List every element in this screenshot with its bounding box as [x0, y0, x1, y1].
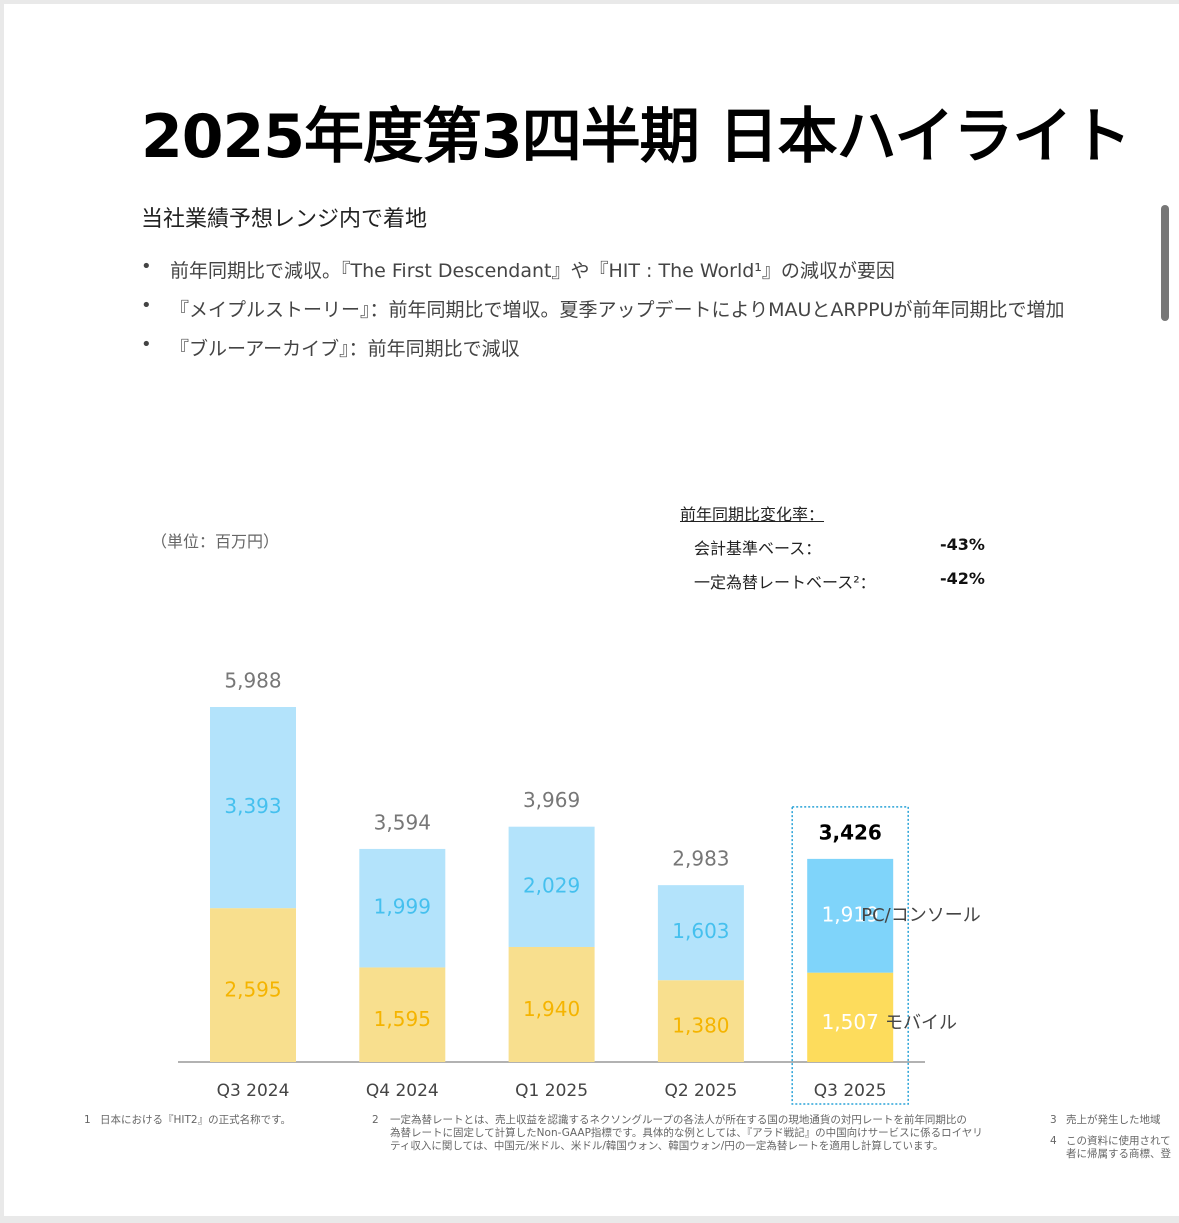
segment-label: 1,507 [822, 1010, 879, 1034]
segment-label: 1,999 [374, 895, 431, 919]
bar-segment [657, 980, 744, 1062]
yoy-label: 一定為替レートベース²： [694, 573, 876, 592]
unit-label: （単位：百万円） [151, 532, 280, 551]
bar-segment [657, 885, 744, 981]
legend-label: モバイル [885, 1012, 957, 1033]
bullet-dot: • [141, 256, 152, 277]
bullet-text: 『ブルーアーカイブ』：前年同期比で減収 [170, 338, 520, 360]
segment-label: 1,380 [672, 1014, 729, 1038]
segment-label: 1,940 [523, 997, 580, 1021]
x-tick-label: Q2 2025 [664, 1081, 737, 1101]
total-label: 2,983 [672, 847, 729, 871]
subtitle: 当社業績予想レンジ内で着地 [141, 207, 428, 232]
yoy-label: 会計基準ベース： [694, 539, 822, 558]
bullet-text: 前年同期比で減収。『The First Descendant』や『HIT : T… [170, 260, 895, 282]
bullet-text: 『メイプルストーリー』：前年同期比で増収。夏季アップデートによりMAUとARPP… [170, 299, 1065, 321]
segment-label: 1,603 [672, 919, 729, 943]
footnote-number: 3 [1050, 1114, 1057, 1126]
yoy-value: -42% [940, 569, 985, 588]
segment-label: 3,393 [224, 794, 281, 818]
footnote-text: ティ収入に関しては、中国元/米ドル、米ドル/韓国ウォン、韓国ウォン/円の一定為替… [390, 1140, 944, 1152]
chart: 2,595 3,393 5,988 Q3 2024 1,595 1,999 3,594 Q4 … [178, 205, 1169, 1105]
total-label: 5,988 [224, 669, 281, 693]
bar-segment [359, 967, 446, 1062]
bar-segment [210, 707, 296, 909]
segment-label: 1,595 [374, 1007, 431, 1031]
bar-segment [807, 858, 894, 973]
footnote-number: 4 [1050, 1135, 1057, 1147]
footnote-number: 2 [372, 1114, 379, 1126]
footnote-text: 為替レートに固定して計算したNon-GAAP指標です。具体的な例としては、『アラ… [390, 1127, 983, 1139]
bar-segment [210, 908, 296, 1062]
footnote-text: 売上が発生した地域 [1066, 1114, 1161, 1126]
x-tick-label: Q3 2024 [217, 1081, 290, 1101]
yoy-header: 前年同期比変化率： [680, 505, 825, 524]
segment-label: 2,595 [224, 978, 281, 1002]
title: 2025年度第3四半期 日本ハイライト [141, 102, 1131, 172]
total-label: 3,594 [374, 810, 431, 834]
legend-label: PC/コンソール [861, 905, 981, 926]
footnote-text: この資料に使用されて [1066, 1135, 1171, 1147]
footnote-text: 一定為替レートとは、売上収益を認識するネクソングループの各法人が所在する国の現地… [390, 1114, 967, 1126]
bar-segment [359, 848, 446, 968]
total-label: 3,969 [523, 788, 580, 812]
footnote-number: 1 [84, 1114, 91, 1126]
bar-segment [508, 946, 595, 1062]
slide: 2025年度第3四半期 日本ハイライト 当社業績予想レンジ内で着地 • 前年同期比… [4, 4, 1179, 1216]
bar-segment [508, 826, 595, 947]
footnote-text: 者に帰属する商標、登 [1066, 1148, 1171, 1160]
total-label: 3,426 [819, 820, 882, 844]
bullet-dot: • [141, 334, 152, 355]
bar-segment [807, 972, 894, 1062]
bullet-dot: • [141, 295, 152, 316]
highlight-box [791, 806, 909, 1105]
x-tick-label: Q3 2025 [814, 1081, 887, 1101]
x-tick-label: Q4 2024 [366, 1081, 439, 1101]
scrollbar [1161, 205, 1169, 321]
yoy-value: -43% [940, 535, 985, 554]
segment-label: 1,919 [822, 902, 879, 926]
footnote-text: 日本における『HIT2』の正式名称です。 [100, 1114, 292, 1126]
x-tick-label: Q1 2025 [515, 1081, 588, 1101]
segment-label: 2,029 [523, 873, 580, 897]
